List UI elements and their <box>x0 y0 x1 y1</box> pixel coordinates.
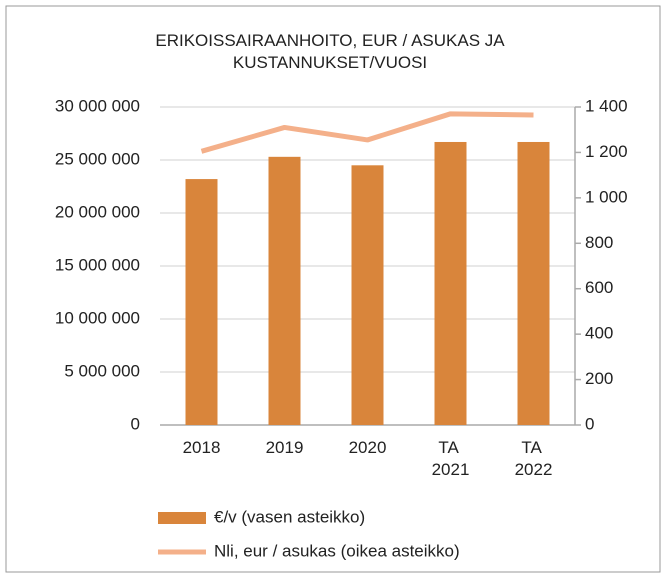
y2-tick-label: 1 200 <box>585 142 628 161</box>
y-tick-label: 10 000 000 <box>55 308 140 327</box>
y2-tick-label: 200 <box>585 369 613 388</box>
chart-title: ERIKOISSAIRAANHOITO, EUR / ASUKAS JA KUS… <box>155 31 505 72</box>
y-tick-label: 25 000 000 <box>55 149 140 168</box>
y2-tick-label: 0 <box>585 414 594 433</box>
line <box>200 111 534 154</box>
bar <box>517 141 550 426</box>
x-tick-label: TA 2022 <box>515 438 553 479</box>
y2-tick-label: 400 <box>585 324 613 343</box>
x-tick-label: 2020 <box>349 438 387 457</box>
y2-tick-label: 800 <box>585 233 613 252</box>
bar <box>351 165 384 426</box>
legend-label: €/v (vasen asteikko) <box>214 507 365 526</box>
y-tick-label: 0 <box>131 414 140 433</box>
bar <box>434 141 467 426</box>
y-tick-label: 15 000 000 <box>55 255 140 274</box>
chart-border <box>5 5 661 573</box>
bar <box>268 156 301 425</box>
x-tick-label: 2019 <box>266 438 304 457</box>
y-tick-label: 30 000 000 <box>55 96 140 115</box>
legend-label: Nli, eur / asukas (oikea asteikko) <box>214 541 460 560</box>
y-tick-label: 20 000 000 <box>55 202 140 221</box>
y2-tick-label: 600 <box>585 278 613 297</box>
y2-tick-label: 1 400 <box>585 96 628 115</box>
legend-swatch <box>158 512 206 524</box>
x-tick-label: TA 2021 <box>432 438 470 479</box>
y2-tick-label: 1 000 <box>585 187 628 206</box>
y-tick-label: 5 000 000 <box>64 361 140 380</box>
x-tick-label: 2018 <box>183 438 221 457</box>
bar <box>185 179 218 425</box>
